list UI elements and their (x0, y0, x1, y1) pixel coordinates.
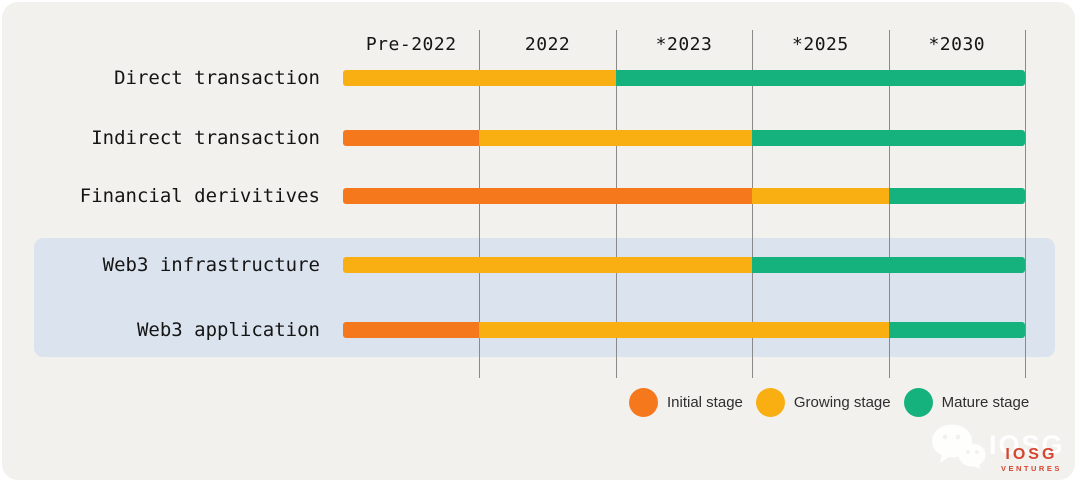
stage-segment-initial (343, 322, 480, 338)
period-header-5: *2030 (928, 34, 986, 55)
initial-stage-dot-icon (629, 388, 658, 417)
legend-item-growing: Growing stage (755, 388, 891, 417)
mature-stage-dot-icon (903, 388, 933, 417)
stage-segment-growing (615, 322, 753, 338)
stage-segment-growing (343, 70, 480, 86)
row-label-direct-transaction: Direct transaction (114, 67, 320, 89)
stage-segment-growing (479, 70, 616, 86)
stage-bar (343, 322, 1025, 338)
growing-stage-dot-icon (755, 388, 785, 417)
stage-segment-mature (888, 322, 1025, 338)
stage-segment-mature (752, 257, 889, 273)
stage-segment-mature (752, 70, 889, 86)
period-header-3: *2023 (655, 34, 713, 55)
stage-segment-mature (888, 188, 1025, 204)
legend-label: Initial stage (667, 394, 743, 411)
stage-segment-growing (343, 257, 480, 273)
brand-watermark-text: IOSG (989, 430, 1065, 460)
stage-segment-mature (888, 130, 1025, 146)
stage-segment-growing (479, 322, 616, 338)
gridline (479, 30, 481, 378)
brand-wordmark-sub: VENTURES (1001, 464, 1062, 473)
stage-legend: Initial stage Growing stage Mature stage (629, 388, 1029, 417)
row-label-indirect-transaction: Indirect transaction (91, 127, 320, 149)
stage-segment-growing (615, 257, 753, 273)
gridline (752, 30, 754, 378)
period-header-4: *2025 (792, 34, 849, 55)
stage-bar (343, 130, 1025, 146)
legend-label: Growing stage (793, 394, 891, 411)
stage-segment-growing (752, 188, 889, 204)
stage-segment-initial (343, 130, 480, 146)
stage-bar (343, 188, 1025, 204)
gridline (1025, 30, 1026, 378)
stage-segment-growing (752, 322, 889, 338)
gridline (888, 30, 890, 378)
stage-bar (343, 70, 1025, 86)
stage-segment-mature (888, 257, 1025, 273)
legend-item-initial: Initial stage (629, 388, 743, 417)
stage-segment-growing (479, 257, 616, 273)
legend-label: Mature stage (941, 394, 1030, 411)
brand-logo: IOSG VENTURES (1001, 446, 1062, 473)
wechat-icon (930, 422, 986, 474)
legend-item-mature: Mature stage (903, 388, 1030, 417)
stage-segment-growing (615, 130, 753, 146)
stage-segment-growing (479, 130, 616, 146)
row-label-web3-application: Web3 application (136, 319, 320, 341)
period-header-2: 2022 (524, 34, 571, 55)
stage-segment-initial (615, 188, 753, 204)
row-label-web3-infrastructure: Web3 infrastructure (102, 254, 320, 276)
brand-wordmark: IOSG (1005, 446, 1058, 463)
stage-segment-initial (479, 188, 616, 204)
stage-segment-mature (888, 70, 1025, 86)
stage-segment-mature (752, 130, 889, 146)
stage-segment-initial (343, 188, 480, 204)
gridline (615, 30, 617, 378)
stage-bar (343, 257, 1025, 273)
row-label-financial-derivitives: Financial derivitives (79, 185, 320, 207)
stage-segment-mature (615, 70, 753, 86)
brand-watermark: IOSG IOSG VENTURES (925, 418, 1075, 480)
period-header-1: Pre-2022 (365, 34, 457, 55)
